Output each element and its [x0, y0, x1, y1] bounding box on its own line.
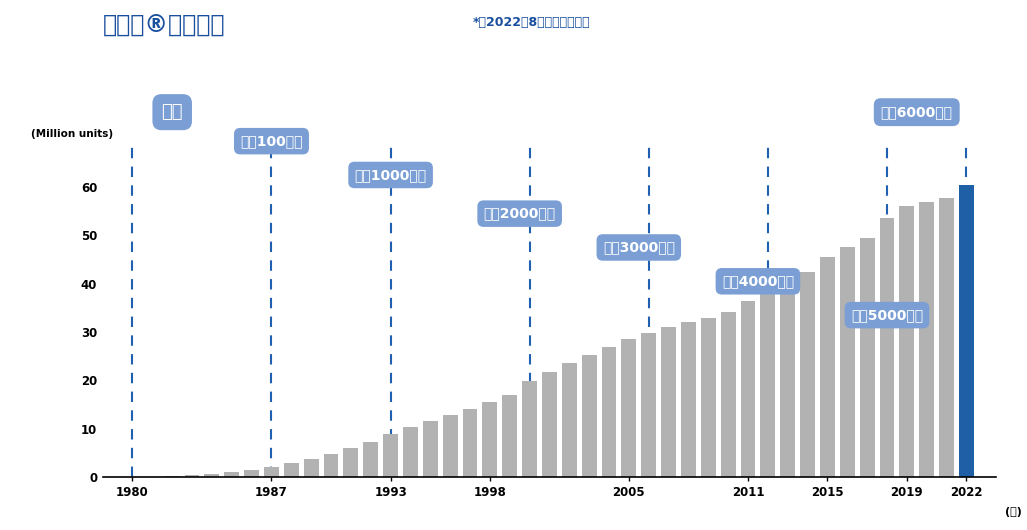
Text: 突破4000万台: 突破4000万台 — [722, 149, 794, 288]
Bar — [581, 355, 597, 477]
Bar — [781, 281, 795, 477]
Bar — [621, 339, 637, 477]
Bar — [244, 470, 259, 477]
Text: 卫洗丽®销量统计: 卫洗丽®销量统计 — [103, 13, 225, 37]
Text: 突破3000万台: 突破3000万台 — [603, 149, 675, 254]
Bar — [661, 327, 676, 477]
Bar — [304, 459, 318, 477]
Bar — [860, 238, 875, 477]
Bar — [383, 435, 398, 477]
Text: (Million units): (Million units) — [31, 129, 113, 138]
Bar — [204, 474, 220, 477]
Bar — [483, 402, 497, 477]
Bar — [343, 448, 358, 477]
Bar — [443, 415, 458, 477]
Text: 突破5000万台: 突破5000万台 — [851, 149, 923, 322]
Bar — [403, 427, 418, 477]
Bar — [562, 364, 577, 477]
Bar — [462, 409, 478, 477]
Bar — [264, 467, 279, 477]
Bar — [939, 198, 954, 477]
Text: 突破1000万台: 突破1000万台 — [354, 149, 426, 182]
Bar — [740, 301, 756, 477]
Bar — [364, 441, 378, 477]
Text: (年): (年) — [1005, 507, 1022, 517]
Text: *至2022年8月底的累计销量: *至2022年8月底的累计销量 — [472, 16, 591, 29]
Bar — [283, 463, 299, 477]
Text: 上市: 上市 — [135, 103, 183, 144]
Text: 突破100万台: 突破100万台 — [240, 134, 303, 148]
Bar — [641, 333, 656, 477]
Bar — [522, 381, 537, 477]
Bar — [224, 472, 239, 477]
Bar — [185, 475, 199, 477]
Bar — [423, 421, 438, 477]
Text: 突破2000万台: 突破2000万台 — [484, 149, 556, 220]
Bar — [900, 206, 914, 477]
Bar — [502, 395, 518, 477]
Bar — [760, 291, 775, 477]
Bar — [820, 257, 835, 477]
Bar — [959, 184, 974, 477]
Bar — [324, 454, 339, 477]
Bar — [721, 312, 735, 477]
Bar — [919, 201, 935, 477]
Bar — [840, 248, 854, 477]
Text: 突破6000万台: 突破6000万台 — [881, 105, 964, 144]
Bar — [681, 322, 696, 477]
Bar — [800, 271, 815, 477]
Bar — [700, 319, 716, 477]
Bar — [164, 476, 180, 477]
Bar — [879, 218, 895, 477]
Bar — [602, 348, 616, 477]
Bar — [542, 372, 557, 477]
